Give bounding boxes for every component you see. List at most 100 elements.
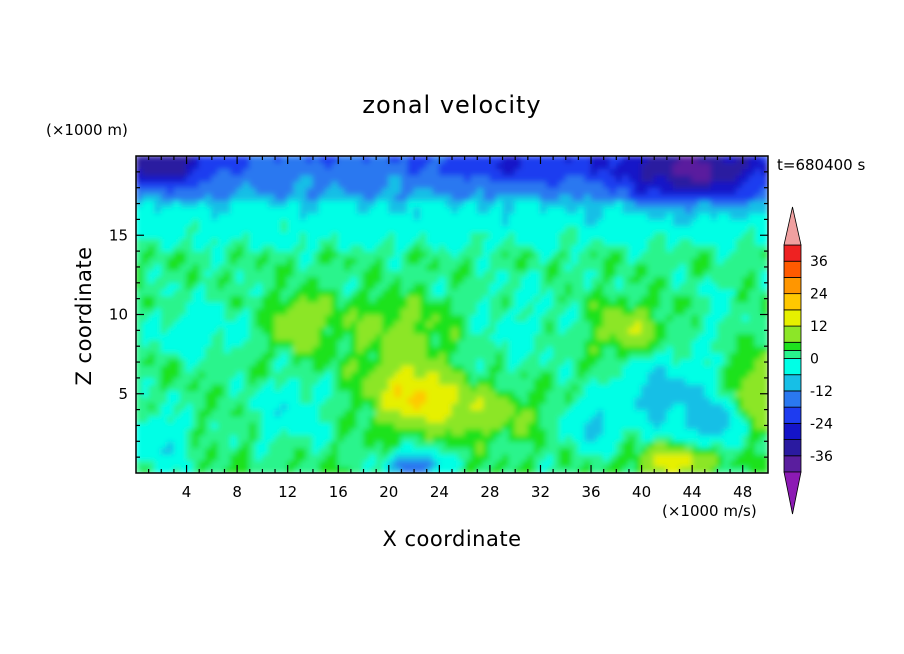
field-cell [299, 409, 308, 417]
field-cell [761, 206, 768, 214]
field-cell [666, 396, 674, 404]
field-cell [419, 345, 428, 354]
field-cell [615, 256, 624, 265]
field-cell [514, 180, 523, 189]
field-cell [742, 453, 750, 461]
field-cell [603, 352, 611, 360]
field-cell [704, 301, 712, 309]
field-cell [622, 180, 630, 189]
field-cell [407, 263, 415, 271]
field-cell [476, 174, 485, 182]
field-cell [160, 225, 169, 233]
field-cell [634, 428, 643, 436]
field-cell [483, 180, 491, 189]
field-cell [508, 193, 516, 201]
field-cell [331, 180, 339, 189]
field-cell [527, 453, 535, 461]
field-cell [470, 390, 478, 398]
field-cell [179, 314, 188, 322]
field-cell [419, 237, 428, 246]
field-cell [527, 161, 535, 170]
field-cell [331, 358, 339, 366]
field-cell [546, 250, 554, 258]
field-cell [483, 466, 491, 473]
field-cell [192, 339, 200, 347]
field-cell [198, 339, 207, 347]
field-cell [451, 212, 459, 220]
field-cell [344, 447, 352, 455]
field-cell [533, 466, 541, 473]
field-cell [451, 231, 459, 239]
field-cell [647, 225, 655, 233]
field-cell [211, 244, 219, 252]
field-cell [641, 383, 649, 392]
field-cell [723, 237, 731, 246]
field-cell [223, 440, 232, 449]
field-cell [192, 161, 200, 170]
field-cell [464, 193, 472, 201]
field-cell [154, 364, 162, 373]
field-cell [445, 307, 453, 315]
field-cell [615, 250, 624, 258]
field-cell [261, 244, 270, 252]
field-cell [413, 345, 421, 354]
field-cell [400, 180, 409, 189]
field-cell [369, 434, 377, 442]
field-cell [287, 237, 295, 246]
field-cell [729, 168, 737, 176]
field-cell [394, 256, 402, 265]
field-cell [268, 402, 276, 411]
field-cell [546, 301, 554, 309]
field-cell [697, 307, 706, 315]
field-cell [426, 206, 434, 214]
field-cell [438, 174, 447, 182]
field-cell [173, 256, 181, 265]
field-cell [628, 459, 636, 468]
field-cell [489, 244, 497, 252]
field-cell [483, 390, 491, 398]
field-cell [388, 326, 396, 335]
field-cell [577, 402, 586, 411]
field-cell [660, 218, 668, 227]
field-cell [533, 174, 541, 182]
field-cell [679, 244, 687, 252]
field-cell [318, 326, 327, 335]
field-cell [242, 415, 251, 423]
field-cell [413, 212, 421, 220]
field-cell [685, 156, 693, 163]
field-cell [489, 218, 497, 227]
field-cell [306, 390, 314, 398]
field-cell [426, 371, 434, 379]
field-cell [198, 161, 207, 170]
field-cell [375, 174, 383, 182]
field-cell [483, 282, 491, 290]
field-cell [489, 206, 497, 214]
field-cell [729, 421, 737, 430]
field-cell [205, 409, 213, 417]
field-cell [609, 402, 617, 411]
field-cell [596, 364, 605, 373]
field-cell [457, 307, 466, 315]
field-cell [280, 440, 289, 449]
field-cell [697, 383, 706, 392]
field-cell [539, 434, 548, 442]
field-cell [136, 206, 143, 214]
field-cell [268, 396, 276, 404]
field-cell [489, 225, 497, 233]
field-cell [148, 301, 156, 309]
field-cell [710, 225, 718, 233]
field-cell [483, 383, 491, 392]
field-cell [679, 466, 687, 473]
field-cell [596, 237, 605, 246]
field-cell [268, 161, 276, 170]
field-cell [318, 447, 327, 455]
field-cell [375, 453, 383, 461]
field-cell [375, 390, 383, 398]
field-cell [268, 269, 276, 277]
field-cell [363, 168, 371, 176]
field-cell [306, 301, 314, 309]
field-cell [470, 415, 478, 423]
field-cell [331, 244, 339, 252]
field-cell [609, 371, 617, 379]
field-cell [413, 402, 421, 411]
